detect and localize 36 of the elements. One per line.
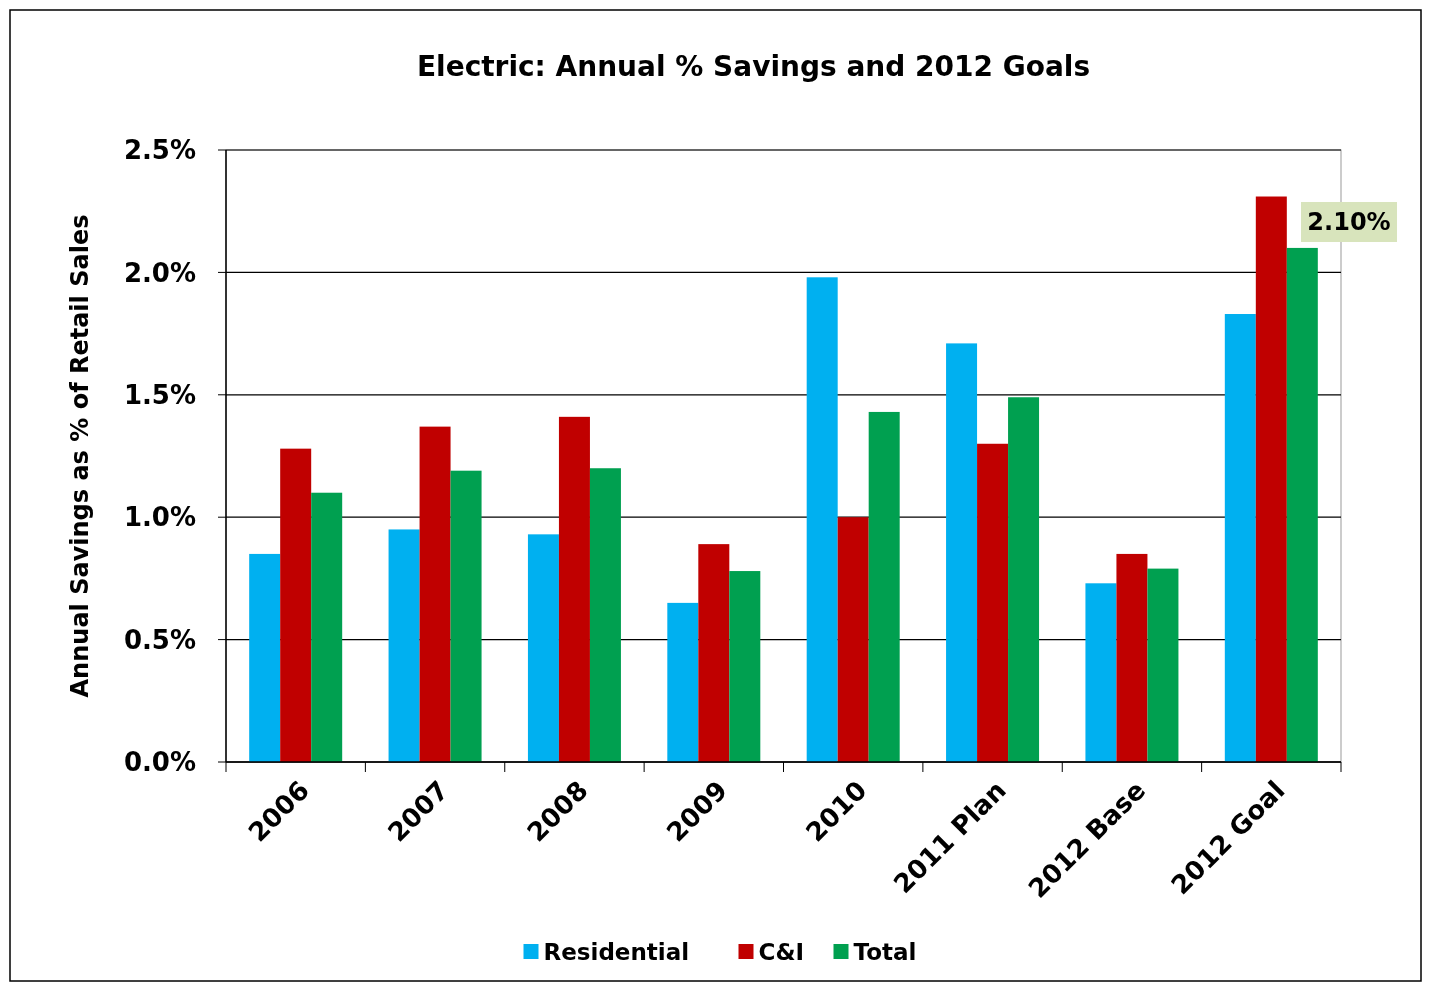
bar <box>1085 583 1117 762</box>
bar <box>698 544 730 762</box>
bar <box>1116 553 1148 762</box>
annotation: 2.10% <box>1307 208 1391 237</box>
bar <box>249 553 281 762</box>
y-tick-label: 2.0% <box>123 257 196 288</box>
bar <box>1255 196 1287 762</box>
bar <box>311 492 343 762</box>
bar <box>1286 247 1318 762</box>
bar <box>806 277 838 762</box>
bar <box>450 470 482 762</box>
y-tick-label: 1.5% <box>123 379 196 410</box>
bar <box>589 468 621 762</box>
y-axis-title: Annual Savings as % of Retail Sales <box>66 214 94 698</box>
bar <box>1008 397 1040 762</box>
bar <box>1224 314 1256 762</box>
bar <box>977 443 1009 762</box>
bar <box>558 416 590 762</box>
y-tick-label: 0.0% <box>123 747 196 778</box>
bar <box>868 411 900 762</box>
y-tick-label: 1.0% <box>123 502 196 533</box>
legend-label: C&I <box>758 939 804 966</box>
bar <box>667 602 699 762</box>
bar <box>388 529 420 762</box>
bar <box>1147 568 1179 762</box>
bar <box>729 571 761 762</box>
legend-label: Total <box>853 939 917 966</box>
bar <box>419 426 451 762</box>
bar <box>946 343 978 762</box>
legend-label: Residential <box>543 939 690 966</box>
y-tick-label: 0.5% <box>123 624 196 655</box>
chart-title: Electric: Annual % Savings and 2012 Goals <box>416 50 1091 83</box>
bar <box>837 517 869 762</box>
bar <box>280 448 312 762</box>
y-tick-label: 2.5% <box>123 135 196 166</box>
bar <box>527 534 559 762</box>
